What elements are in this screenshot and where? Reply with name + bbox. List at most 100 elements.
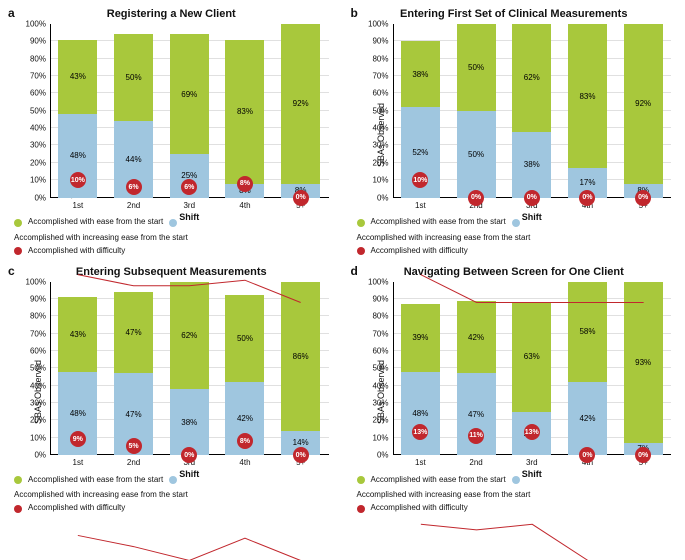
difficulty-marker: 0%	[635, 190, 651, 206]
y-tick-label: 10%	[372, 433, 388, 442]
segment-blue-label: 38%	[524, 160, 540, 169]
segment-green-label: 62%	[181, 331, 197, 340]
legend-label-green: Accomplished with ease from the start	[28, 474, 163, 487]
y-tick-label: 40%	[372, 381, 388, 390]
segment-blue-label: 48%	[412, 409, 428, 418]
difficulty-marker: 8%	[237, 176, 253, 192]
legend-swatch-red	[14, 247, 22, 255]
legend-label-blue: Accomplished with increasing ease from t…	[14, 489, 188, 502]
panel-b: bEntering First Set of Clinical Measurem…	[347, 6, 682, 264]
y-tick-label: 40%	[372, 124, 388, 133]
segment-green: 43%	[58, 40, 97, 115]
segment-green: 50%	[457, 24, 496, 111]
segment-green: 69%	[170, 34, 209, 154]
y-tick-label: 90%	[30, 294, 46, 303]
segment-green-label: 62%	[524, 73, 540, 82]
segment-green: 43%	[58, 297, 97, 372]
stacked-bar: 69%25%	[170, 34, 209, 197]
difficulty-marker: 5%	[126, 438, 142, 454]
y-tick-label: 90%	[372, 294, 388, 303]
stacked-bar: 58% 42%	[568, 282, 607, 456]
segment-blue-label: 44%	[126, 155, 142, 164]
difficulty-marker: 13%	[412, 424, 428, 440]
segment-blue-label: 47%	[468, 410, 484, 419]
stacked-bar: 86%14%	[281, 282, 320, 456]
segment-blue: 38%	[512, 132, 551, 198]
segment-blue: 48%	[401, 372, 440, 455]
x-tick-label: 2nd	[127, 201, 140, 210]
chart-area: 0%10%20%30%40%50%60%70%80%90%100%43%48%1…	[50, 282, 329, 456]
legend-label-green: Accomplished with ease from the start	[371, 474, 506, 487]
bar-slot: 92%8%5+	[273, 24, 329, 198]
x-tick-label: 1st	[415, 458, 426, 467]
y-tick-label: 30%	[372, 398, 388, 407]
segment-blue-label: 38%	[181, 418, 197, 427]
panel-title: Navigating Between Screen for One Client	[347, 266, 682, 278]
panel-grid: aRegistering a New ClientSBAs who Receiv…	[4, 6, 681, 521]
x-tick-label: 3rd	[183, 201, 195, 210]
y-tick-label: 50%	[372, 364, 388, 373]
segment-green-label: 43%	[70, 72, 86, 81]
panel-letter: b	[351, 6, 358, 20]
segment-green-label: 42%	[468, 333, 484, 342]
y-tick-label: 40%	[30, 381, 46, 390]
y-tick-label: 10%	[372, 176, 388, 185]
segment-blue-label: 42%	[579, 414, 595, 423]
y-tick-label: 100%	[368, 277, 388, 286]
difficulty-marker: 0%	[181, 447, 197, 463]
panel-title: Entering First Set of Clinical Measureme…	[347, 8, 682, 20]
y-tick-label: 20%	[30, 158, 46, 167]
segment-blue: 38%	[170, 389, 209, 455]
difficulty-marker: 0%	[293, 447, 309, 463]
y-tick-label: 0%	[377, 451, 389, 460]
segment-green-label: 83%	[237, 107, 253, 116]
segment-green: 62%	[170, 282, 209, 390]
segment-green: 62%	[512, 24, 551, 132]
panel-letter: a	[8, 6, 15, 20]
segment-green-label: 38%	[412, 70, 428, 79]
legend-swatch-blue	[512, 476, 520, 484]
stacked-bar: 50%50%	[457, 24, 496, 198]
legend-swatch-blue	[512, 219, 520, 227]
bar-slot: 50%42%4th	[217, 282, 273, 456]
figure-root: aRegistering a New ClientSBAs who Receiv…	[0, 0, 685, 521]
segment-green: 42%	[457, 301, 496, 374]
panel-c: cEntering Subsequent MeasurementsSBAs Ob…	[4, 264, 339, 522]
segment-green: 58%	[568, 282, 607, 383]
y-tick-label: 60%	[30, 89, 46, 98]
segment-blue-label: 17%	[579, 178, 595, 187]
difficulty-marker: 10%	[412, 172, 428, 188]
legend: Accomplished with ease from the startAcc…	[357, 474, 678, 515]
legend-label-green: Accomplished with ease from the start	[371, 216, 506, 229]
y-tick-label: 50%	[30, 106, 46, 115]
segment-green: 63%	[512, 302, 551, 411]
x-tick-label: 1st	[73, 458, 84, 467]
bar-slot: 43%48%1st	[50, 282, 106, 456]
x-tick-label: 4th	[239, 458, 250, 467]
segment-blue-label: 52%	[412, 148, 428, 157]
bars-row: 43%48%1st50%44%2nd69%25%3rd83%8%4th92%8%…	[50, 24, 329, 198]
segment-blue-label: 14%	[293, 438, 309, 447]
stacked-bar: 62% 38%	[170, 282, 209, 456]
x-tick-label: 3rd	[526, 458, 538, 467]
y-tick-label: 20%	[372, 416, 388, 425]
segment-green: 83%	[568, 24, 607, 168]
stacked-bar: 47%47%	[114, 292, 153, 455]
segment-green-label: 83%	[579, 92, 595, 101]
y-tick-label: 20%	[30, 416, 46, 425]
segment-green-label: 92%	[293, 99, 309, 108]
difficulty-marker: 0%	[293, 190, 309, 206]
bar-slot: 69%25%3rd	[161, 24, 217, 198]
x-tick-label: 1st	[415, 201, 426, 210]
legend-swatch-blue	[169, 476, 177, 484]
difficulty-marker: 0%	[524, 190, 540, 206]
bar-slot: 86%14%5+	[273, 282, 329, 456]
bar-slot: 93%7%5+	[615, 282, 671, 456]
segment-blue-label: 48%	[70, 409, 86, 418]
segment-green: 83%	[225, 40, 264, 184]
y-tick-label: 0%	[377, 193, 389, 202]
legend: Accomplished with ease from the startAcc…	[357, 216, 678, 257]
y-tick-label: 100%	[26, 277, 46, 286]
bar-slot: 83%8%4th	[217, 24, 273, 198]
difficulty-marker: 0%	[635, 447, 651, 463]
